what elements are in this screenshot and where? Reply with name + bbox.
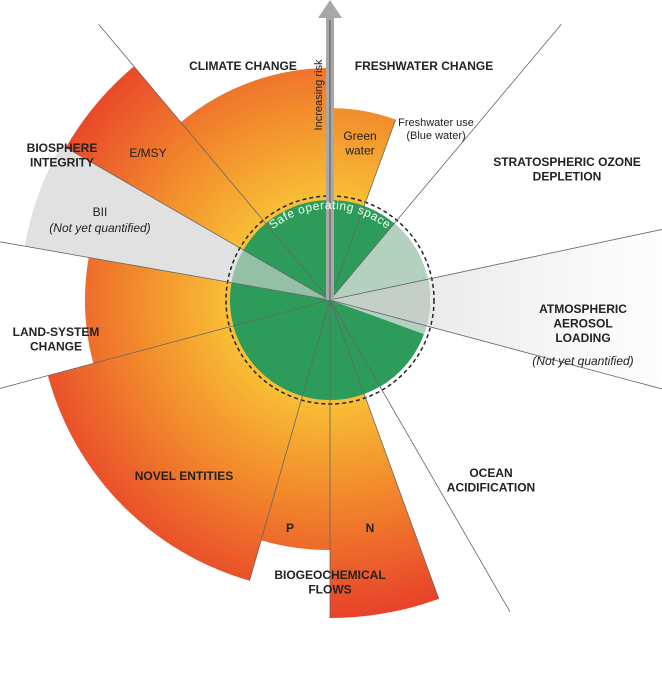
biogeochemical-label: BIOGEOCHEMICAL FLOWS	[274, 568, 385, 596]
n-label: N	[366, 521, 375, 535]
blue-water-label: Freshwater use (Blue water)	[398, 117, 474, 142]
risk-label: Increasing risk	[313, 59, 325, 130]
green-water-label: Green water	[343, 129, 376, 157]
land-wedge	[84, 257, 330, 364]
aerosol-note: (Not yet quantified)	[532, 354, 633, 368]
sector-line	[329, 119, 397, 301]
sector-line	[0, 299, 331, 389]
aerosol-wedge	[330, 229, 662, 388]
sector-line	[329, 299, 662, 390]
bii-note: (Not yet quantified)	[49, 221, 150, 235]
aerosol-inner	[330, 279, 430, 326]
bii-inner	[231, 250, 330, 300]
biosphere-label: BIOSPHERE INTEGRITY	[27, 141, 98, 169]
climate-label: CLIMATE CHANGE	[189, 59, 297, 73]
novel-label: NOVEL ENTITIES	[135, 469, 233, 483]
sector-line	[98, 23, 331, 301]
sector-line	[329, 299, 440, 599]
land-label: LAND-SYSTEM CHANGE	[13, 325, 100, 353]
ocean-label: OCEAN ACIDIFICATION	[447, 466, 535, 494]
risk-arrow-head	[318, 0, 342, 18]
p-label: P	[286, 521, 294, 535]
emsy-label: E/MSY	[129, 146, 166, 160]
sector-line	[65, 147, 331, 301]
ozone-label: STRATOSPHERIC OZONE DEPLETION	[493, 155, 641, 183]
sector-line	[329, 229, 662, 301]
diagram[interactable]: CLIMATE CHANGE FRESHWATER CHANGE Green wate…	[0, 0, 662, 620]
sector-line	[0, 241, 331, 301]
bii-label: BII	[93, 205, 108, 219]
sector-line	[329, 23, 562, 301]
aerosol-label: ATMOSPHERIC AEROSOL LOADING	[539, 302, 627, 345]
freshwater-label: FRESHWATER CHANGE	[355, 59, 493, 73]
sector-line	[329, 299, 511, 612]
sector-line	[249, 299, 331, 581]
